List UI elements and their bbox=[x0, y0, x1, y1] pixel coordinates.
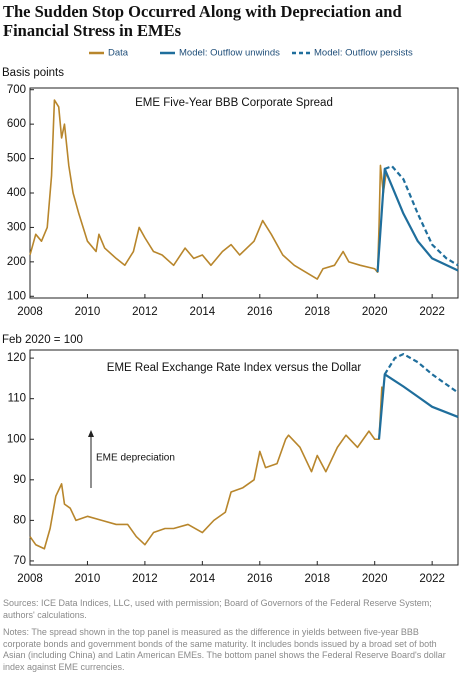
x-tick-label: 2018 bbox=[304, 573, 330, 585]
y-tick-label: 700 bbox=[7, 84, 26, 96]
y-tick-label: 100 bbox=[7, 290, 26, 302]
x-tick-label: 2018 bbox=[304, 306, 330, 318]
x-tick-label: 2022 bbox=[419, 306, 445, 318]
y-tick-label: 200 bbox=[7, 256, 26, 268]
x-tick-label: 2020 bbox=[362, 573, 388, 585]
x-tick-label: 2016 bbox=[247, 573, 273, 585]
y-tick-label: 400 bbox=[7, 187, 26, 199]
annotation: EME depreciation bbox=[96, 453, 175, 464]
source: Sources: ICE Data Indices, LLC, used wit… bbox=[3, 598, 432, 620]
panel-title: EME Five-Year BBB Corporate Spread bbox=[135, 97, 333, 109]
plot-frame bbox=[29, 349, 459, 566]
x-tick-label: 2012 bbox=[132, 306, 158, 318]
legend-label: Data bbox=[108, 48, 129, 59]
notes: Notes: The spread shown in the top panel… bbox=[3, 627, 446, 672]
x-tick-label: 2010 bbox=[75, 306, 101, 318]
y-tick-label: 90 bbox=[13, 474, 26, 486]
title: The Sudden Stop Occurred Along with Depr… bbox=[3, 2, 402, 40]
x-tick-label: 2012 bbox=[132, 573, 158, 585]
x-tick-label: 2010 bbox=[75, 573, 101, 585]
y-tick-label: 100 bbox=[7, 433, 26, 445]
x-tick-label: 2014 bbox=[190, 306, 216, 318]
y-tick-label: 110 bbox=[8, 393, 26, 405]
x-tick-label: 2014 bbox=[190, 573, 216, 585]
series-line bbox=[29, 99, 387, 280]
series-line bbox=[384, 165, 459, 267]
x-tick-label: 2020 bbox=[362, 306, 388, 318]
y-axis-label: Basis points bbox=[2, 67, 64, 79]
x-tick-label: 2008 bbox=[17, 306, 43, 318]
y-tick-label: 300 bbox=[7, 221, 26, 233]
x-tick-label: 2016 bbox=[247, 306, 273, 318]
y-tick-label: 70 bbox=[13, 555, 26, 567]
x-tick-label: 2008 bbox=[17, 573, 43, 585]
legend-label: Model: Outflow persists bbox=[314, 48, 413, 59]
annotation-arrowhead bbox=[88, 430, 94, 437]
series-line bbox=[29, 386, 383, 550]
x-tick-label: 2022 bbox=[419, 573, 445, 585]
y-axis-label: Feb 2020 = 100 bbox=[2, 334, 83, 346]
panel-title: EME Real Exchange Rate Index versus the … bbox=[107, 362, 362, 374]
y-tick-label: 500 bbox=[7, 153, 26, 165]
series-line bbox=[383, 352, 459, 394]
y-tick-label: 600 bbox=[7, 118, 26, 130]
y-tick-label: 120 bbox=[7, 352, 26, 364]
y-tick-label: 80 bbox=[13, 514, 26, 526]
series-line bbox=[377, 373, 459, 440]
legend-label: Model: Outflow unwinds bbox=[179, 48, 280, 59]
